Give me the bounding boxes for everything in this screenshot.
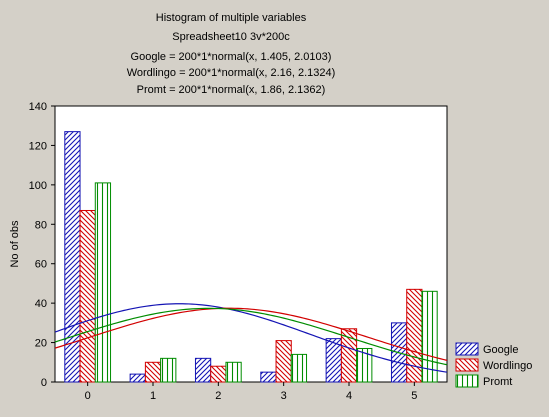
legend-label-wordlingo: Wordlingo	[483, 360, 532, 372]
axes-layer: 0 20 40 60 80 100 120 140 0 1 2 3 4 5	[29, 101, 418, 402]
y-axis-label: No of obs	[9, 220, 21, 268]
bar-wordlingo-4	[340, 328, 358, 383]
y-tick-label: 120	[29, 140, 47, 152]
x-tick-label: 4	[346, 390, 352, 402]
x-tick-label: 0	[85, 390, 91, 402]
y-tick-label: 60	[35, 259, 47, 271]
legend-swatch-wordlingo	[455, 358, 479, 372]
fit-curve-promt	[54, 307, 448, 366]
bars-layer	[64, 131, 438, 383]
y-tick-label: 140	[29, 101, 47, 113]
x-tick-label: 1	[150, 390, 156, 402]
legend: Google Wordlingo Promt	[455, 342, 532, 388]
legend-swatch-promt	[455, 374, 479, 388]
bar-promt-0	[94, 182, 112, 383]
y-tick-label: 0	[41, 377, 47, 389]
legend-swatch-google	[455, 342, 479, 356]
formula-wordlingo: Wordlingo = 200*1*normal(x, 2.16, 2.1324…	[127, 67, 336, 79]
bar-promt-2	[225, 361, 242, 383]
fit-curve-google	[54, 303, 448, 373]
bar-wordlingo-1	[144, 361, 162, 383]
bar-wordlingo-2	[210, 365, 227, 383]
formula-google: Google = 200*1*normal(x, 1.405, 2.0103)	[131, 51, 332, 63]
plot-area	[54, 105, 448, 383]
x-tick-label: 2	[215, 390, 221, 402]
legend-label-google: Google	[483, 344, 518, 356]
y-tick-label: 80	[35, 219, 47, 231]
bar-google-3	[260, 371, 277, 383]
bar-promt-3	[290, 353, 308, 383]
chart-title: Histogram of multiple variables	[156, 12, 307, 24]
bar-wordlingo-5	[406, 288, 423, 383]
chart-subtitle: Spreadsheet10 3v*200c	[172, 31, 290, 43]
fit-curve-wordlingo	[54, 307, 448, 361]
x-tick-label: 5	[411, 390, 417, 402]
y-tick-label: 20	[35, 338, 47, 350]
bar-promt-1	[160, 357, 177, 383]
formula-promt: Promt = 200*1*normal(x, 1.86, 2.1362)	[137, 84, 326, 96]
legend-label-promt: Promt	[483, 376, 512, 388]
y-tick-label: 100	[29, 180, 47, 192]
fit-curves-layer	[54, 303, 448, 373]
bar-google-1	[129, 373, 146, 383]
y-tick-label: 40	[35, 298, 47, 310]
bar-wordlingo-0	[79, 209, 96, 383]
bar-google-2	[194, 357, 212, 383]
bar-promt-4	[356, 347, 373, 383]
bar-wordlingo-3	[275, 340, 292, 383]
x-tick-label: 3	[281, 390, 287, 402]
